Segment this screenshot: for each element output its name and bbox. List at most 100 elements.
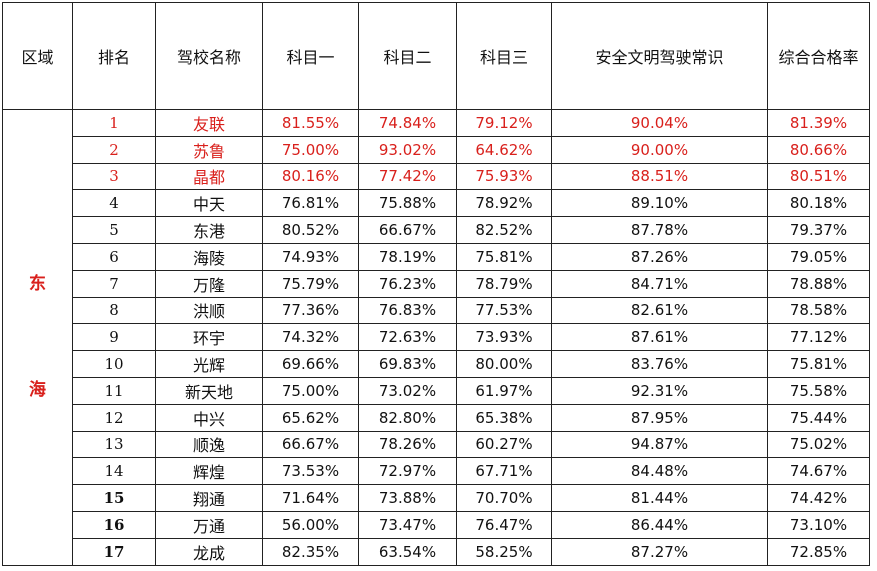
safety-cell: 90.04% [551,109,768,137]
subject-3-cell: 76.47% [456,510,552,539]
subject-1-cell: 73.53% [262,457,359,486]
rank-cell: 5 [72,216,156,244]
rank-cell: 4 [72,189,156,218]
safety-cell: 87.61% [551,323,768,352]
region-char: 海 [29,380,46,401]
subject-2-cell: 66.67% [358,216,457,244]
overall-cell: 80.51% [767,162,870,191]
subject-2-cell: 72.63% [358,323,457,352]
region-cell: 东海 [2,109,73,566]
header-subject-1: 科目一 [262,2,359,110]
table-row: 11 新天地 75.00% 73.02% 61.97% 92.31% 75.58% [3,376,870,405]
rank-cell: 1 [72,109,156,137]
subject-3-cell: 77.53% [456,296,552,325]
header-region: 区域 [2,2,73,110]
header-overall-rate: 综合合格率 [767,2,870,110]
overall-cell: 74.67% [767,457,870,486]
subject-1-cell: 65.62% [262,403,359,432]
table-row: 2 苏鲁 75.00% 93.02% 64.62% 90.00% 80.66% [3,135,870,164]
table-row: 东海 1 友联 81.55% 74.84% 79.12% 90.04% 81.39% [2,109,870,566]
rank-cell: 15 [72,484,156,512]
school-name-cell: 顺逸 [155,430,263,459]
subject-1-cell: 71.64% [262,484,359,512]
subject-1-cell: 75.79% [262,269,359,298]
subject-1-cell: 81.55% [262,109,359,137]
table-row: 7 万隆 75.79% 76.23% 78.79% 84.71% 78.88% [3,269,870,298]
subject-3-cell: 79.12% [456,109,552,137]
subject-1-cell: 76.81% [262,189,359,218]
subject-3-cell: 64.62% [456,135,552,164]
header-subject-2: 科目二 [358,2,457,110]
safety-cell: 90.00% [551,135,768,164]
overall-cell: 75.58% [767,376,870,405]
subject-2-cell: 76.83% [358,296,457,325]
overall-cell: 75.81% [767,350,870,378]
rank-cell: 17 [72,537,156,566]
region-char: 东 [29,273,46,294]
rank-cell: 16 [72,510,156,539]
safety-cell: 84.48% [551,457,768,486]
subject-2-cell: 78.19% [358,242,457,271]
overall-cell: 72.85% [767,537,870,566]
rank-cell: 3 [72,162,156,191]
table-row: 8 洪顺 77.36% 76.83% 77.53% 82.61% 78.58% [3,296,870,325]
subject-3-cell: 60.27% [456,430,552,459]
safety-cell: 94.87% [551,430,768,459]
subject-3-cell: 73.93% [456,323,552,352]
header-safety-knowledge: 安全文明驾驶常识 [551,2,768,110]
overall-cell: 75.44% [767,403,870,432]
subject-2-cell: 75.88% [358,189,457,218]
rank-cell: 2 [72,135,156,164]
safety-cell: 82.61% [551,296,768,325]
safety-cell: 87.27% [551,537,768,566]
rank-cell: 11 [72,376,156,405]
overall-cell: 77.12% [767,323,870,352]
subject-3-cell: 67.71% [456,457,552,486]
header-rank: 排名 [72,2,156,110]
subject-2-cell: 72.97% [358,457,457,486]
rank-cell: 14 [72,457,156,486]
subject-1-cell: 80.52% [262,216,359,244]
overall-cell: 80.66% [767,135,870,164]
safety-cell: 84.71% [551,269,768,298]
pass-rate-table: 区域 排名 驾校名称 科目一 科目二 科目三 安全文明驾驶常识 综合合格率 东海… [2,2,870,566]
subject-3-cell: 80.00% [456,350,552,378]
table-body: 东海 1 友联 81.55% 74.84% 79.12% 90.04% 81.39% 2 苏鲁 75… [2,109,870,566]
safety-cell: 92.31% [551,376,768,405]
table-row: 5 东港 80.52% 66.67% 82.52% 87.78% 79.37% [3,216,870,244]
school-name-cell: 友联 [155,109,263,137]
subject-3-cell: 75.81% [456,242,552,271]
school-name-cell: 苏鲁 [155,135,263,164]
table-row: 15 翔通 71.64% 73.88% 70.70% 81.44% 74.42% [3,484,870,512]
overall-cell: 73.10% [767,510,870,539]
school-name-cell: 洪顺 [155,296,263,325]
subject-2-cell: 63.54% [358,537,457,566]
subject-1-cell: 74.93% [262,242,359,271]
school-name-cell: 中兴 [155,403,263,432]
subject-3-cell: 75.93% [456,162,552,191]
table-row: 14 辉煌 73.53% 72.97% 67.71% 84.48% 74.67% [3,457,870,486]
subject-3-cell: 58.25% [456,537,552,566]
school-name-cell: 翔通 [155,484,263,512]
subject-1-cell: 74.32% [262,323,359,352]
overall-cell: 75.02% [767,430,870,459]
subject-2-cell: 76.23% [358,269,457,298]
subject-1-cell: 80.16% [262,162,359,191]
subject-2-cell: 93.02% [358,135,457,164]
rank-cell: 8 [72,296,156,325]
header-school-name: 驾校名称 [155,2,263,110]
overall-cell: 79.05% [767,242,870,271]
table-row: 16 万通 56.00% 73.47% 76.47% 86.44% 73.10% [3,510,870,539]
rank-cell: 10 [72,350,156,378]
safety-cell: 86.44% [551,510,768,539]
subject-2-cell: 74.84% [358,109,457,137]
safety-cell: 81.44% [551,484,768,512]
subject-1-cell: 82.35% [262,537,359,566]
table-row: 10 光辉 69.66% 69.83% 80.00% 83.76% 75.81% [3,350,870,378]
safety-cell: 89.10% [551,189,768,218]
overall-cell: 81.39% [767,109,870,137]
table-row: 9 环宇 74.32% 72.63% 73.93% 87.61% 77.12% [3,323,870,352]
school-name-cell: 晶都 [155,162,263,191]
subject-3-cell: 78.79% [456,269,552,298]
overall-cell: 74.42% [767,484,870,512]
